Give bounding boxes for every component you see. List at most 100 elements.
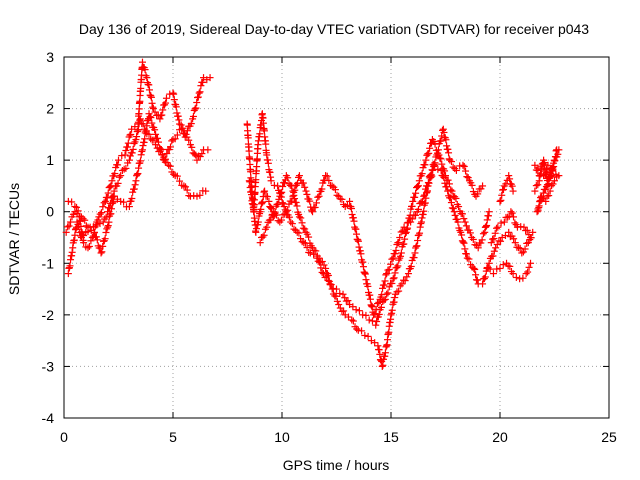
data-point	[524, 239, 532, 247]
data-point	[197, 82, 205, 90]
data-point	[340, 307, 348, 315]
data-point	[400, 240, 408, 248]
data-point	[314, 257, 322, 265]
data-point	[448, 187, 456, 195]
data-point	[176, 177, 184, 185]
data-point	[124, 139, 132, 147]
data-point	[462, 167, 470, 175]
data-point	[511, 239, 519, 247]
axis-ticks	[63, 56, 610, 419]
data-point	[519, 274, 527, 282]
data-point	[501, 232, 509, 240]
data-point	[135, 164, 143, 172]
data-point	[138, 58, 146, 66]
data-point	[375, 298, 383, 306]
data-point	[393, 263, 401, 271]
y-tick-label: 3	[46, 49, 54, 65]
data-point	[481, 223, 489, 231]
data-point	[103, 225, 111, 233]
data-point	[349, 214, 357, 222]
data-point	[108, 177, 116, 185]
data-point	[510, 235, 518, 243]
data-point	[93, 221, 101, 229]
data-point	[121, 151, 129, 159]
data-point	[80, 239, 88, 247]
data-point	[66, 262, 74, 270]
data-point	[193, 99, 201, 107]
data-point	[371, 339, 379, 347]
data-point	[508, 209, 516, 217]
data-point	[449, 205, 457, 213]
data-point	[193, 156, 201, 164]
data-point	[278, 199, 286, 207]
data-point	[324, 276, 332, 284]
data-point	[499, 185, 507, 193]
data-point	[499, 261, 507, 269]
data-point	[460, 162, 468, 170]
data-point	[493, 240, 501, 248]
data-point	[333, 285, 340, 293]
data-point	[532, 182, 540, 190]
data-point	[158, 111, 166, 119]
data-point	[407, 262, 415, 270]
data-points	[62, 58, 563, 370]
data-point	[465, 255, 473, 263]
data-point	[149, 103, 157, 111]
data-point	[531, 161, 539, 169]
data-point	[299, 179, 307, 187]
data-point	[551, 177, 558, 185]
data-point	[478, 236, 486, 244]
data-point	[527, 259, 535, 267]
data-point	[137, 84, 145, 92]
data-point	[408, 202, 416, 210]
data-point	[151, 126, 159, 134]
data-point	[496, 197, 504, 205]
data-point	[252, 228, 260, 236]
data-point	[257, 205, 265, 213]
data-point	[497, 219, 505, 227]
y-tick-label: 2	[46, 101, 54, 117]
data-point	[368, 302, 376, 310]
data-point	[389, 275, 397, 283]
data-point	[452, 166, 460, 174]
data-point	[534, 205, 542, 213]
data-point	[460, 239, 468, 247]
data-point	[430, 160, 438, 168]
data-point	[295, 229, 303, 237]
data-point	[397, 228, 405, 236]
data-point	[417, 198, 425, 206]
data-point	[549, 180, 557, 188]
data-point	[479, 182, 487, 190]
data-point	[548, 182, 556, 190]
data-point	[389, 254, 397, 262]
data-point	[523, 239, 531, 247]
data-point	[518, 249, 526, 257]
data-point	[162, 99, 170, 107]
data-point	[523, 226, 531, 234]
data-point	[87, 237, 95, 245]
data-point	[129, 145, 137, 153]
data-point	[381, 277, 389, 285]
data-point	[444, 176, 452, 184]
data-point	[145, 81, 153, 89]
data-point	[385, 265, 393, 273]
data-point	[310, 250, 318, 258]
data-point	[122, 164, 130, 172]
chart-title: Day 136 of 2019, Sidereal Day-to-day VTE…	[79, 21, 589, 37]
data-point	[505, 172, 513, 180]
data-point	[436, 154, 444, 162]
data-point	[459, 210, 467, 218]
data-point	[361, 270, 369, 278]
x-axis-label: GPS time / hours	[283, 457, 390, 473]
data-point	[71, 203, 79, 211]
data-point	[293, 228, 301, 236]
data-point	[315, 192, 323, 200]
data-point	[306, 197, 314, 205]
data-point	[154, 138, 162, 146]
data-point	[306, 249, 314, 257]
data-point	[314, 193, 322, 201]
data-point	[344, 313, 352, 321]
data-point	[84, 244, 92, 252]
data-point	[245, 147, 253, 155]
data-point	[416, 223, 424, 231]
